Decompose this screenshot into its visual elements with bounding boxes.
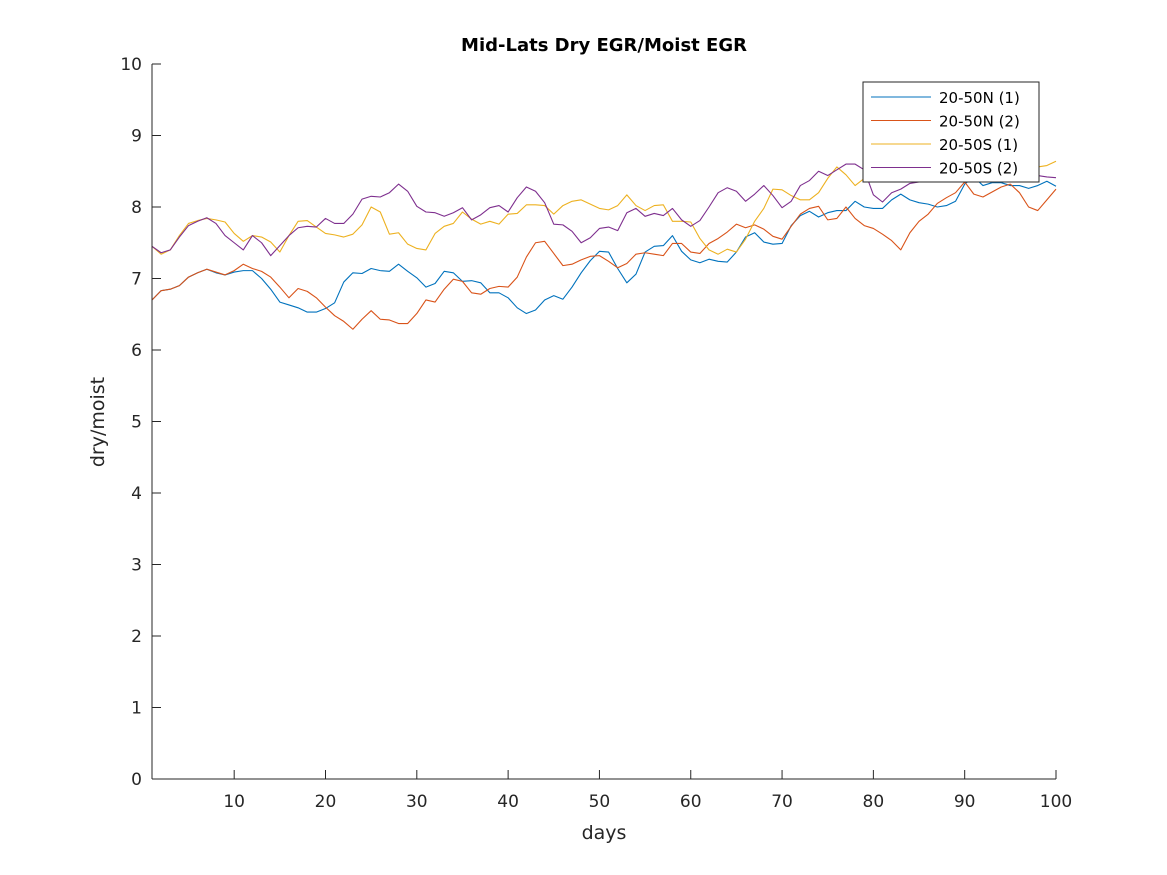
legend-label-2: 20-50N (2) (939, 113, 1020, 131)
y-tick-label: 8 (131, 198, 142, 218)
x-tick-label: 80 (863, 792, 885, 812)
legend-box (862, 81, 1040, 183)
y-tick-label: 5 (131, 413, 142, 433)
series-line-4 (151, 163, 1057, 257)
x-axis-label: days (582, 822, 627, 844)
legend-label-4: 20-50S (2) (939, 160, 1018, 178)
y-tick-label: 1 (131, 699, 142, 719)
legend-label-3: 20-50S (1) (939, 136, 1018, 154)
y-tick-label: 6 (131, 341, 142, 361)
x-tick-label: 10 (223, 792, 245, 812)
legend-label-1: 20-50N (1) (939, 89, 1020, 107)
y-tick-label: 2 (131, 627, 142, 647)
legend: 20-50N (1) 20-50N (2) 20-50S (1) 20-50S (2) (862, 81, 1040, 183)
series-line-1 (151, 176, 1057, 315)
y-tick-label: 4 (131, 484, 142, 504)
y-tick-label: 7 (131, 270, 142, 290)
x-tick-label: 20 (315, 792, 337, 812)
x-tick-label: 70 (771, 792, 793, 812)
series-line-2 (151, 181, 1057, 330)
y-tick-label: 10 (120, 55, 142, 75)
y-tick-label: 3 (131, 556, 142, 576)
y-tick-label: 9 (131, 127, 142, 147)
x-tick-label: 100 (1040, 792, 1072, 812)
y-axis-label: dry/moist (87, 377, 109, 467)
x-tick-label: 50 (589, 792, 611, 812)
x-tick-label: 40 (497, 792, 519, 812)
x-tick-label: 30 (406, 792, 428, 812)
y-tick-label: 0 (131, 770, 142, 790)
x-ticks: 10 20 30 40 50 60 70 80 90 100 (223, 770, 1072, 812)
x-tick-label: 90 (954, 792, 976, 812)
x-tick-label: 60 (680, 792, 702, 812)
y-ticks: 0 1 2 3 4 5 6 7 8 9 10 (120, 55, 161, 790)
plot-area: 10 20 30 40 50 60 70 80 90 100 0 1 2 3 4 5 6 7 8 9 10 (120, 55, 1072, 812)
chart-title: Mid-Lats Dry EGR/Moist EGR (461, 35, 747, 56)
